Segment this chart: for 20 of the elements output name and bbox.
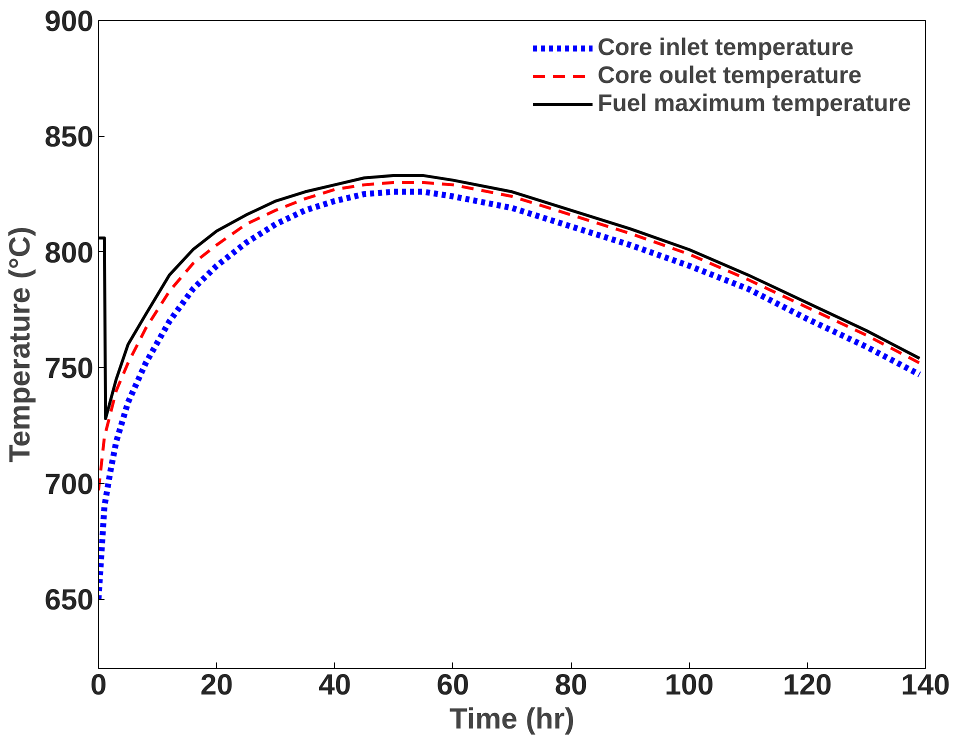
y-tick-label: 650 <box>44 584 94 617</box>
x-tick-label: 40 <box>318 668 352 702</box>
y-axis-title: Temperature (°C) <box>4 226 37 463</box>
legend-label: Core inlet temperature <box>598 34 854 62</box>
x-tick-label: 60 <box>436 668 470 702</box>
x-tick-label: 20 <box>200 668 233 702</box>
x-tick-label: 100 <box>664 668 714 702</box>
y-tick-label: 700 <box>44 468 94 501</box>
x-tick-label: 140 <box>901 668 950 702</box>
y-tick-label: 800 <box>44 236 94 270</box>
x-tick-label: 0 <box>90 668 107 702</box>
x-tick-label: 80 <box>554 668 588 702</box>
legend-label: Core oulet temperature <box>598 62 862 90</box>
line-series <box>98 181 922 492</box>
y-tick-label: 850 <box>44 120 94 154</box>
y-tick-label: 750 <box>44 352 94 386</box>
legend-label: Fuel maximum temperature <box>598 90 911 118</box>
x-axis-title: Time (hr) <box>450 702 574 736</box>
y-tick-label: 900 <box>44 5 94 38</box>
x-tick-label: 120 <box>782 668 832 702</box>
